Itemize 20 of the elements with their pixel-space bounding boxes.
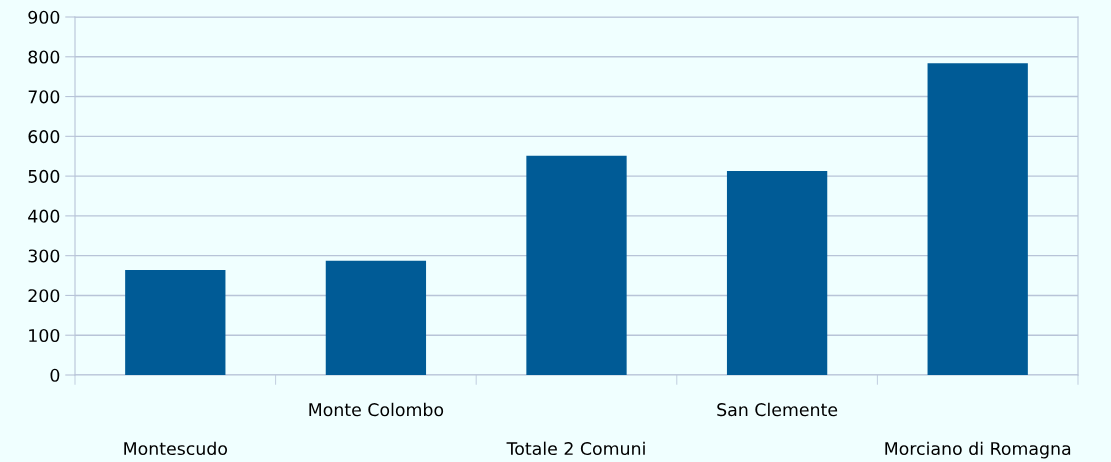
bar	[325, 260, 427, 375]
y-tick-label: 500	[28, 169, 60, 183]
bar	[125, 269, 226, 375]
bar	[526, 155, 627, 375]
y-tick-label: 100	[29, 328, 60, 343]
x-tick-label: Monte Colombo	[309, 402, 444, 417]
y-tick-label: 700	[28, 90, 60, 104]
x-tick-label: Montescudo	[124, 441, 228, 456]
bar	[927, 63, 1028, 375]
y-tick-label: 0	[50, 368, 60, 382]
x-tick-label: Totale 2 Comuni	[506, 441, 645, 456]
y-tick-label: 400	[28, 209, 60, 223]
y-tick-label: 800	[28, 50, 60, 64]
y-tick-label: 900	[28, 10, 60, 24]
y-tick-label: 200	[28, 289, 60, 303]
y-tick-label: 600	[28, 130, 60, 144]
x-tick-label: San Clemente	[717, 402, 838, 417]
y-tick-label: 300	[28, 249, 60, 263]
bar	[726, 170, 828, 375]
x-tick-label: Morciano di Romagna	[885, 441, 1071, 459]
